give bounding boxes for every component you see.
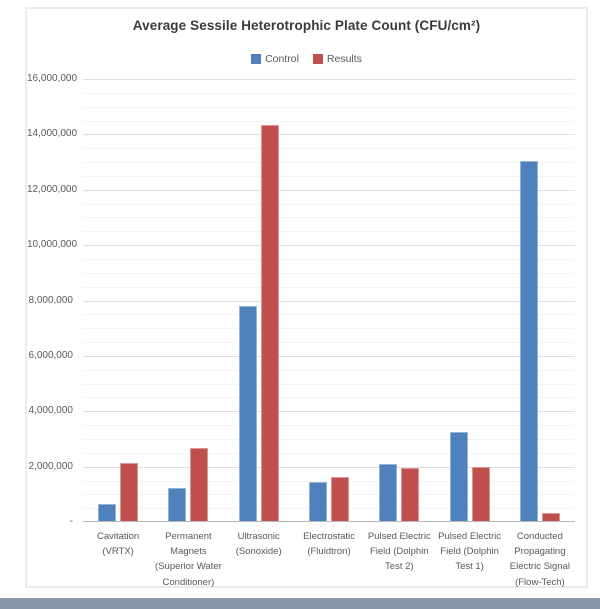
control-bar (309, 482, 327, 521)
y-axis-tick-label: 4,000,000 (28, 405, 74, 417)
bar-group (309, 476, 349, 521)
y-axis-tick-label: 10,000,000 (27, 239, 78, 251)
x-axis-category-label: Conducted Propagating Electric Signal (F… (509, 531, 570, 588)
gridline-minor (83, 162, 575, 164)
control-bar (98, 504, 117, 521)
gridline-minor (83, 508, 575, 510)
gridline-minor (83, 425, 575, 427)
bar-group (238, 125, 279, 521)
gridline-minor (83, 397, 575, 399)
gridline-major (83, 466, 575, 468)
control-bar (168, 487, 187, 521)
chart-container: Average Sessile Heterotrophic Plate Coun… (25, 7, 588, 588)
gridline-major (83, 189, 575, 191)
results-bar (190, 447, 209, 521)
bar-group (379, 464, 420, 521)
results-bar (401, 468, 420, 521)
gridline-minor (83, 175, 575, 177)
y-axis-tick-label: 16,000,000 (27, 73, 78, 84)
gridline-minor (83, 480, 575, 482)
legend-item-results: Results (312, 53, 362, 65)
control-bar (449, 432, 468, 521)
gridline-minor (83, 286, 575, 288)
gridline-minor (83, 106, 575, 108)
gridline-minor (83, 438, 575, 440)
plot-area (83, 79, 575, 522)
gridline-minor (83, 342, 575, 343)
gridline-major (83, 411, 575, 413)
control-bar (519, 161, 538, 521)
bar-group (519, 161, 560, 521)
gridline-minor (83, 217, 575, 219)
results-bar (120, 462, 139, 521)
chart-legend: Control Results (27, 53, 586, 65)
legend-label-results: Results (326, 53, 362, 65)
gridline-minor (83, 92, 575, 94)
bar-group (168, 447, 209, 521)
gridline-major (83, 355, 575, 357)
results-series-swatch (312, 54, 323, 64)
results-bar (471, 467, 490, 521)
gridline-major (83, 245, 575, 247)
x-axis-category-label: Electrostatic (Fluidtron) (303, 531, 355, 558)
chart-title: Average Sessile Heterotrophic Plate Coun… (132, 18, 481, 33)
control-bar (379, 464, 398, 521)
x-axis-category-label: Pulsed Electric Field (Dolphin Test 2) (367, 531, 431, 573)
legend-label-control: Control (265, 53, 299, 65)
gridline-minor (83, 259, 575, 260)
x-axis-category-label: Cavitation (VRTX) (96, 531, 140, 558)
gridline-minor (83, 452, 575, 454)
gridline-minor (83, 314, 575, 316)
gridline-minor (83, 383, 575, 385)
bar-group (98, 462, 139, 521)
legend-item-control: Control (251, 53, 299, 65)
y-axis-tick-label: 2,000,000 (28, 460, 74, 472)
y-axis-tick-label: 14,000,000 (27, 128, 78, 140)
gridline-minor (83, 369, 575, 371)
results-bar (541, 512, 560, 521)
gridline-minor (83, 148, 575, 150)
control-series-swatch (251, 54, 262, 64)
x-axis-category-label: Permanent Magnets (Superior Water Condit… (155, 531, 222, 588)
y-axis-tick-label: 8,000,000 (28, 294, 74, 306)
gridline-minor (83, 272, 575, 274)
gridline-major (83, 79, 575, 80)
control-bar (238, 306, 257, 521)
y-axis-tick-label: 12,000,000 (27, 183, 78, 195)
y-axis-tick-label: - (69, 516, 73, 527)
bar-group (449, 432, 490, 521)
results-bar (331, 476, 349, 521)
gridline-minor (83, 120, 575, 122)
gridline-minor (83, 203, 575, 205)
gridline-minor (83, 494, 575, 496)
window-bottom-edge (0, 598, 600, 609)
gridline-minor (83, 231, 575, 233)
results-bar (260, 125, 279, 521)
gridline-major (83, 134, 575, 136)
gridline-minor (83, 328, 575, 330)
gridline-major (83, 300, 575, 302)
x-axis-category-label: Pulsed Electric Field (Dolphin Test 1) (438, 531, 502, 573)
y-axis-tick-label: 6,000,000 (28, 349, 74, 361)
x-axis-category-label: Ultrasonic (Sonoxide) (235, 531, 282, 558)
